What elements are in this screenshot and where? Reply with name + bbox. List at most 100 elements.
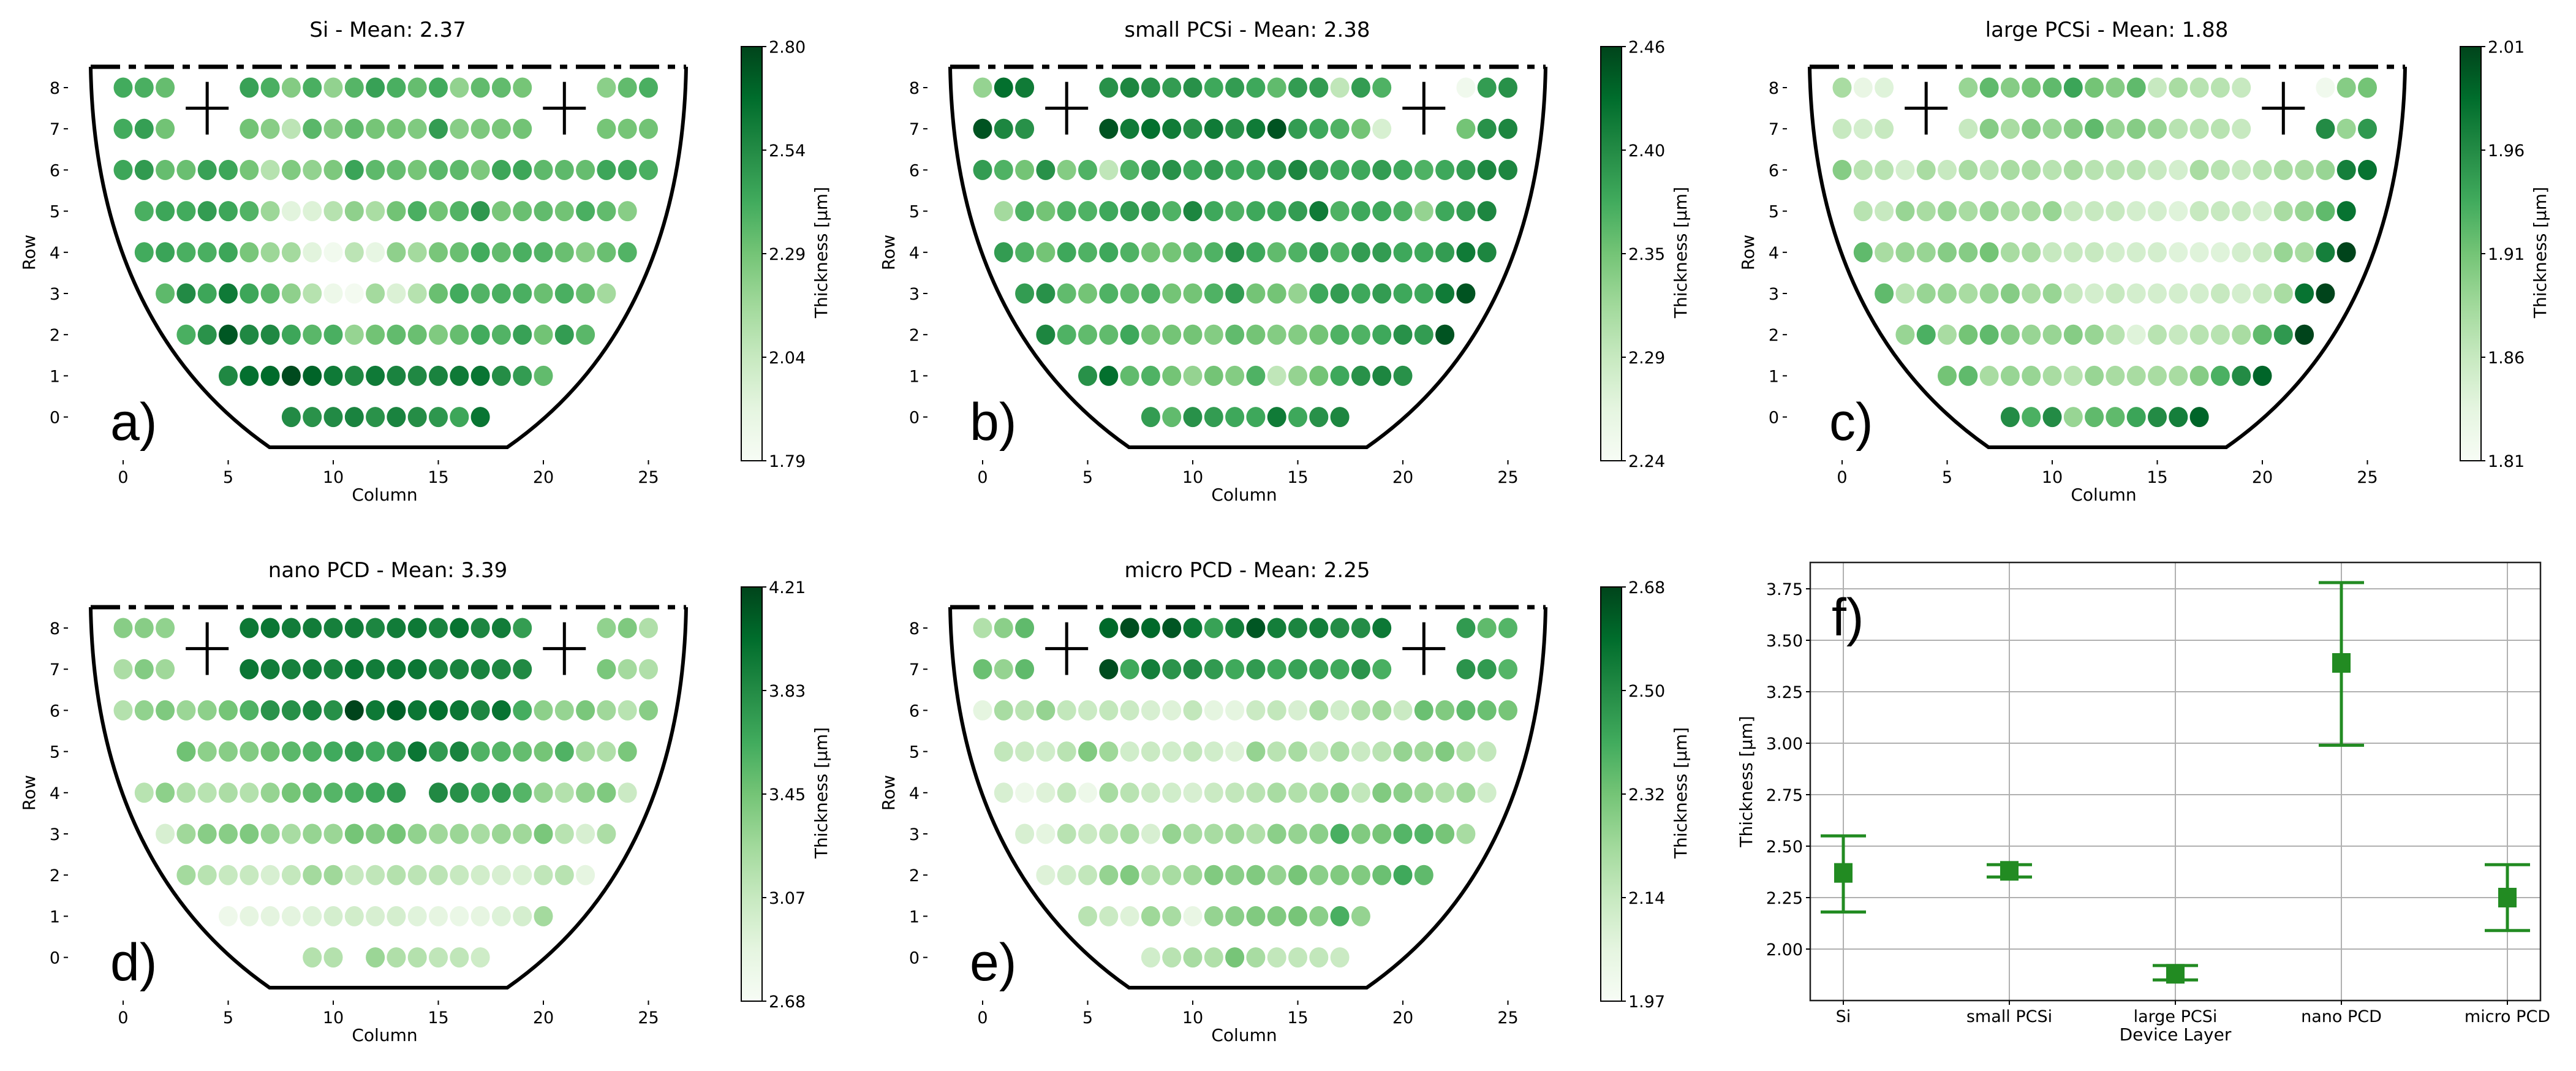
data-point [2126,77,2146,98]
data-point [2085,324,2104,345]
data-point [281,118,301,139]
data-point [1078,365,1097,386]
data-point [1832,118,1852,139]
data-point [1875,118,1894,139]
data-point [2022,242,2041,263]
data-point [2126,242,2146,263]
data-point [534,242,553,263]
data-point [281,159,301,180]
data-point [1393,324,1413,345]
data-point [2232,242,2251,263]
colorbar-tick-label: 2.54 [769,142,806,161]
data-point [1288,782,1307,803]
data-point [450,782,469,803]
data-point [2085,365,2104,386]
data-point [303,782,322,803]
data-point [1456,118,1476,139]
data-point [1120,865,1139,885]
data-point [2000,283,2020,304]
data-point [2295,159,2314,180]
data-point [176,242,196,263]
data-point [2189,118,2209,139]
data-point [366,618,385,638]
data-point [407,201,427,222]
data-point [1225,823,1245,844]
data-point [1393,782,1413,803]
data-point [407,159,427,180]
data-point [156,700,175,721]
data-point [1015,159,1035,180]
data-point [1099,865,1119,885]
x-axis-label: Column [352,1025,417,1045]
data-point [1120,118,1139,139]
data-point [2253,324,2272,345]
colorbar-tick-label: 1.97 [1628,993,1665,1012]
data-point [2210,324,2230,345]
data-point [429,159,448,180]
data-point [1979,324,1999,345]
data-point [2253,283,2272,304]
data-point [1141,407,1160,428]
data-point [2085,118,2104,139]
data-point [618,159,637,180]
data-point [1288,659,1307,679]
data-point [1078,741,1097,762]
data-point [1477,242,1497,263]
data-point [1477,77,1497,98]
data-point [450,159,469,180]
data-point [491,283,511,304]
data-point [1288,201,1307,222]
data-point [2253,159,2272,180]
y-tick-label: 0 [909,949,920,968]
x-axis-label: Column [352,485,417,505]
colorbar-tick-label: 2.32 [1628,785,1665,804]
data-point [1183,741,1203,762]
data-point [1435,159,1455,180]
data-point [470,782,490,803]
data-point [1351,365,1370,386]
data-point [450,906,469,926]
data-point [344,77,364,98]
y-tick-label: 4 [50,244,60,263]
data-point [973,159,992,180]
data-point [219,365,238,386]
colorbar-tick-label: 2.35 [1628,245,1665,264]
x-tick-label: 0 [118,1009,128,1027]
y-tick-label: 0 [1769,409,1779,428]
data-point [1393,283,1413,304]
data-point [1162,324,1182,345]
data-point [1979,283,1999,304]
y-tick-label: 2 [1769,326,1779,345]
data-point [1309,324,1329,345]
panel-title: Si - Mean: 2.37 [309,18,466,42]
data-point [1938,201,1957,222]
data-point [1015,242,1035,263]
x-tick-label: large PCSi [2134,1007,2218,1026]
data-point [1267,283,1286,304]
data-point [1183,823,1203,844]
data-point [1120,906,1139,926]
data-point [387,865,406,885]
data-point [1958,283,1978,304]
data-point [429,906,448,926]
data-point [491,618,511,638]
data-point [491,741,511,762]
colorbar-tick-label: 2.24 [1628,452,1665,471]
data-point [113,159,133,180]
data-point [470,865,490,885]
data-point [1162,159,1182,180]
data-point [429,407,448,428]
data-point [470,823,490,844]
data-point [281,201,301,222]
colorbar [1600,46,1622,461]
data-point [554,159,574,180]
data-point [1225,741,1245,762]
data-point [1015,618,1035,638]
data-point [366,823,385,844]
data-point [1435,283,1455,304]
data-point [1162,782,1182,803]
data-point [219,906,238,926]
data-point [1036,159,1056,180]
data-point [576,741,595,762]
data-point [1916,201,1936,222]
